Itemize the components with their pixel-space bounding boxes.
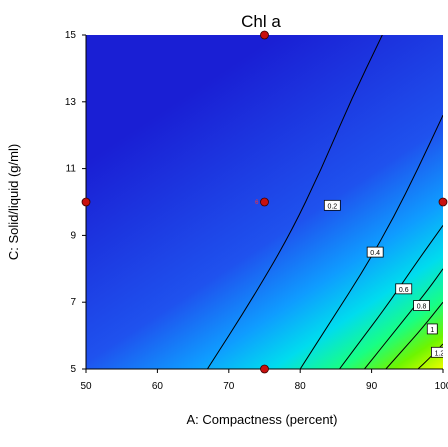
contour-label-box — [395, 283, 413, 295]
contour-label: 0.6 — [399, 287, 409, 294]
y-axis-label: C: Solid/liquid (g/ml) — [6, 144, 21, 260]
contour-label-box — [431, 346, 443, 358]
contour-label-layer: 0.2 0.4 0.6 0.8 1 1.2 — [323, 199, 445, 358]
design-point — [260, 364, 269, 374]
y-tick-label: 7 — [70, 297, 76, 308]
x-tick-label: 100 — [435, 381, 448, 392]
x-tick-label: 70 — [223, 381, 235, 392]
y-tick-label: 5 — [70, 364, 76, 375]
design-point — [81, 197, 91, 207]
contour-label-box — [426, 323, 438, 335]
design-point — [260, 197, 269, 207]
contour-label: 0.2 — [327, 203, 337, 210]
y-tick-label: 9 — [70, 230, 76, 241]
design-point — [438, 197, 448, 207]
x-tick-label: 80 — [295, 381, 307, 392]
chart-title: Chl a — [241, 12, 281, 31]
contour-label-box — [366, 246, 384, 258]
contour-label: 0.4 — [370, 250, 380, 257]
y-tick-label: 13 — [65, 97, 77, 108]
contour-line-1 — [385, 301, 443, 369]
x-axis-label: A: Compactness (percent) — [186, 412, 337, 427]
contour-line-0-6 — [339, 225, 443, 369]
y-tick-label: 15 — [65, 30, 77, 41]
contour-line-0-8 — [364, 268, 443, 369]
contour-line-0-2 — [206, 35, 383, 369]
x-tick-label: 60 — [152, 381, 164, 392]
x-ticks: 50 60 70 80 90 100 — [80, 369, 448, 392]
x-tick-label: 50 — [80, 381, 92, 392]
contour-label: 1 — [430, 327, 434, 334]
contour-label: 0.8 — [417, 304, 427, 311]
x-tick-label: 90 — [366, 381, 378, 392]
contour-label-box — [323, 199, 341, 211]
contour-label: 1.2 — [435, 350, 445, 357]
contour-line-0-4 — [299, 114, 443, 369]
design-point — [260, 30, 269, 40]
y-ticks: 5 7 9 11 13 15 — [65, 30, 86, 375]
contour-label-box — [413, 300, 430, 311]
design-point-layer: 6 — [81, 30, 448, 374]
design-point-label: 6 — [255, 200, 259, 206]
y-tick-label: 11 — [66, 164, 77, 175]
contour-layer — [206, 35, 443, 369]
